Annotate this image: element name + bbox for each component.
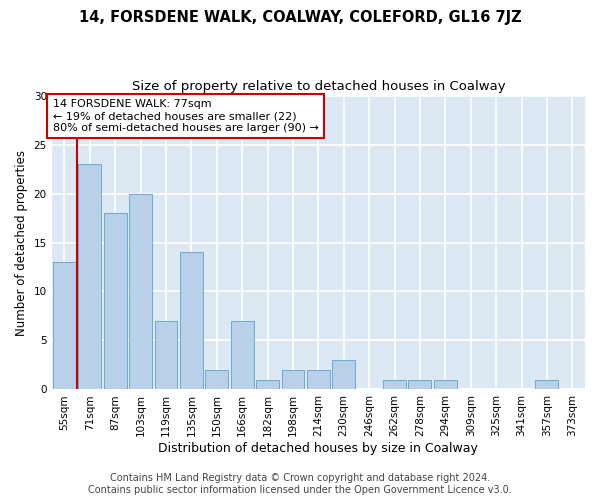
Y-axis label: Number of detached properties: Number of detached properties bbox=[15, 150, 28, 336]
Bar bbox=[155, 321, 178, 390]
Bar bbox=[434, 380, 457, 390]
Bar bbox=[281, 370, 304, 390]
Bar bbox=[383, 380, 406, 390]
Text: 14, FORSDENE WALK, COALWAY, COLEFORD, GL16 7JZ: 14, FORSDENE WALK, COALWAY, COLEFORD, GL… bbox=[79, 10, 521, 25]
Text: 14 FORSDENE WALK: 77sqm
← 19% of detached houses are smaller (22)
80% of semi-de: 14 FORSDENE WALK: 77sqm ← 19% of detache… bbox=[53, 100, 319, 132]
Bar bbox=[409, 380, 431, 390]
Bar bbox=[104, 213, 127, 390]
Bar bbox=[535, 380, 559, 390]
Bar bbox=[205, 370, 228, 390]
Bar bbox=[307, 370, 330, 390]
Bar bbox=[332, 360, 355, 390]
Bar bbox=[79, 164, 101, 390]
Title: Size of property relative to detached houses in Coalway: Size of property relative to detached ho… bbox=[131, 80, 505, 93]
Bar bbox=[129, 194, 152, 390]
Bar bbox=[180, 252, 203, 390]
Text: Contains HM Land Registry data © Crown copyright and database right 2024.
Contai: Contains HM Land Registry data © Crown c… bbox=[88, 474, 512, 495]
X-axis label: Distribution of detached houses by size in Coalway: Distribution of detached houses by size … bbox=[158, 442, 478, 455]
Bar bbox=[53, 262, 76, 390]
Bar bbox=[256, 380, 279, 390]
Bar bbox=[231, 321, 254, 390]
